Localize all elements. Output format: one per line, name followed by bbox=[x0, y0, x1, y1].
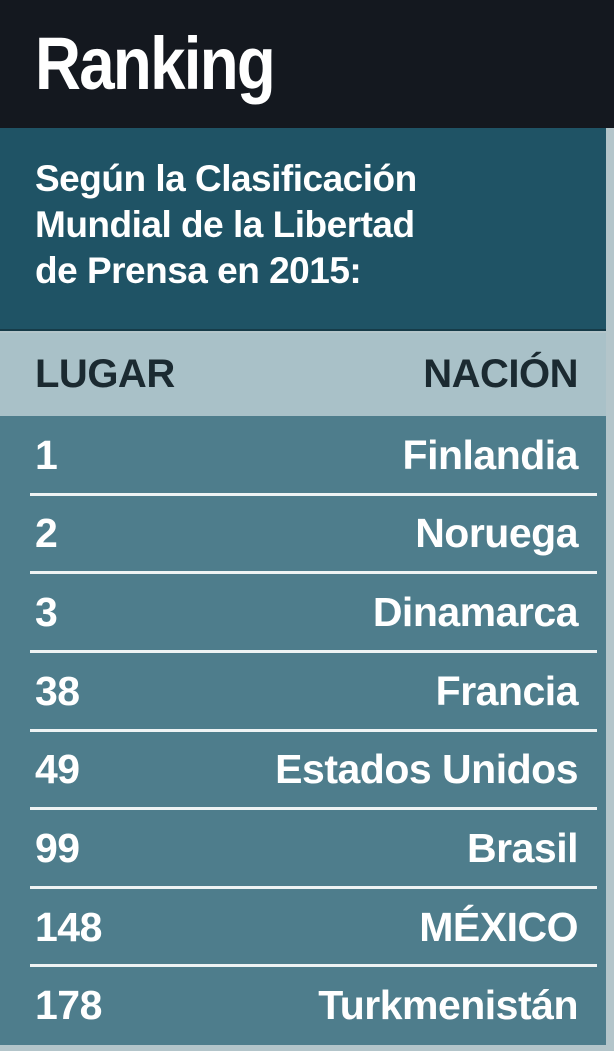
place-cell: 99 bbox=[35, 824, 80, 871]
page-title: Ranking bbox=[35, 22, 276, 105]
nation-cell: Brasil bbox=[467, 824, 578, 871]
table-row: 148 MÉXICO bbox=[0, 885, 606, 967]
intro-section: Según la Clasificación Mundial de la Lib… bbox=[0, 128, 606, 331]
place-cell: 178 bbox=[35, 982, 102, 1029]
nation-cell: Noruega bbox=[415, 510, 578, 557]
place-cell: 3 bbox=[35, 589, 58, 636]
table-body: 1 Finlandia 2 Noruega 3 Dinamarca 38 Francia 49 E… bbox=[0, 416, 606, 1045]
place-cell: 2 bbox=[35, 510, 58, 557]
table-row: 3 Dinamarca bbox=[0, 571, 606, 652]
table-row: 178 Turkmenistán bbox=[0, 964, 606, 1045]
table-row: 49 Estados Unidos bbox=[0, 728, 606, 810]
table-row: 2 Noruega bbox=[0, 492, 606, 574]
nation-cell: Turkmenistán bbox=[318, 982, 578, 1029]
nation-cell: Finlandia bbox=[402, 431, 579, 478]
nation-cell: Dinamarca bbox=[372, 589, 579, 636]
table-row: 99 Brasil bbox=[0, 807, 606, 888]
place-cell: 1 bbox=[35, 431, 58, 478]
intro-subtitle: Según la Clasificación Mundial de la Lib… bbox=[35, 158, 417, 291]
column-header-nation: NACIÓN bbox=[423, 352, 578, 396]
place-cell: 38 bbox=[35, 667, 80, 714]
table-column-header: LUGAR NACIÓN bbox=[0, 333, 606, 416]
column-header-place: LUGAR bbox=[35, 352, 175, 396]
table-row: 1 Finlandia bbox=[0, 416, 606, 495]
nation-cell: MÉXICO bbox=[419, 903, 578, 950]
nation-cell: Estados Unidos bbox=[275, 746, 578, 793]
table-row: 38 Francia bbox=[0, 649, 606, 731]
title-bar: Ranking bbox=[0, 0, 614, 128]
place-cell: 148 bbox=[35, 903, 102, 950]
nation-cell: Francia bbox=[435, 667, 579, 714]
place-cell: 49 bbox=[35, 746, 80, 793]
